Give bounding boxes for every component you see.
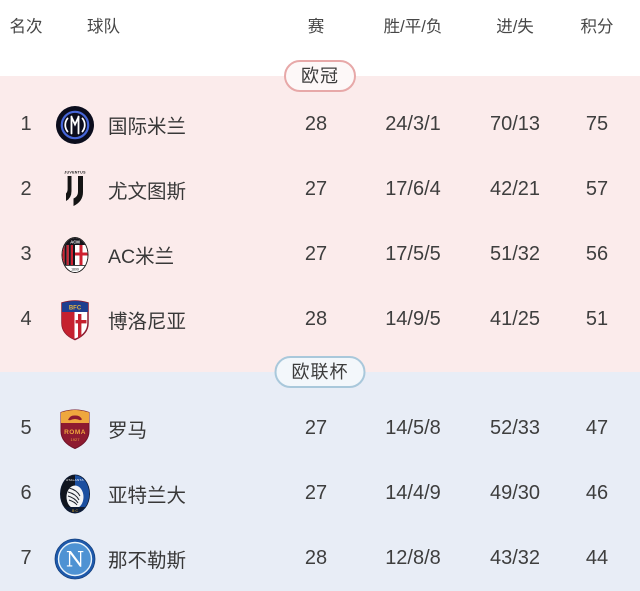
juventus-logo: JUVENTUS bbox=[52, 167, 98, 213]
team-name: 亚特兰大 bbox=[108, 485, 187, 507]
wdl-cell: 12/8/8 bbox=[385, 547, 441, 569]
ac-milan-logo: ACM 1899 bbox=[52, 235, 98, 275]
played-cell: 28 bbox=[304, 547, 328, 569]
goals-cell: 49/30 bbox=[489, 482, 541, 504]
rank-cell: 4 bbox=[20, 308, 32, 330]
played-cell: 28 bbox=[304, 308, 328, 330]
table-row[interactable]: 2 JUVENTUS 尤文图斯 27 17/6/4 42/21 57 bbox=[0, 157, 640, 222]
team-name: 尤文图斯 bbox=[108, 181, 187, 203]
champions-league-section: 欧冠 1 国际米兰 28 24/3/1 70/13 75 2 JUVENTUS 尤文图斯 27 17/… bbox=[0, 60, 640, 372]
svg-text:N: N bbox=[66, 547, 84, 571]
goals-cell: 70/13 bbox=[489, 113, 541, 135]
table-body: 欧冠 1 国际米兰 28 24/3/1 70/13 75 2 JUVENTUS 尤文图斯 27 17/… bbox=[0, 60, 640, 591]
rank-cell: 6 bbox=[20, 482, 32, 504]
rank-cell: 3 bbox=[20, 243, 32, 265]
svg-text:1899: 1899 bbox=[71, 267, 79, 271]
played-cell: 27 bbox=[304, 178, 328, 200]
svg-text:1927: 1927 bbox=[71, 437, 81, 442]
team-name: 博洛尼亚 bbox=[108, 311, 187, 333]
goals-cell: 51/32 bbox=[489, 243, 541, 265]
points-cell: 47 bbox=[585, 417, 609, 439]
team-name: 那不勒斯 bbox=[108, 550, 187, 572]
svg-text:ATALANTA: ATALANTA bbox=[66, 478, 84, 482]
bologna-logo: BFC bbox=[52, 299, 98, 341]
table-row[interactable]: 7 N 那不勒斯 28 12/8/8 43/32 44 bbox=[0, 526, 640, 591]
table-header: 名次 球队 赛 胜/平/负 进/失 积分 bbox=[0, 0, 640, 76]
goals-cell: 52/33 bbox=[489, 417, 541, 439]
inter-milan-logo bbox=[52, 105, 98, 145]
svg-text:BFC: BFC bbox=[69, 305, 82, 311]
col-header-wdl: 胜/平/负 bbox=[383, 18, 443, 36]
played-cell: 27 bbox=[304, 417, 328, 439]
played-cell: 27 bbox=[304, 243, 328, 265]
points-cell: 57 bbox=[585, 178, 609, 200]
svg-text:ROMA: ROMA bbox=[64, 429, 86, 436]
col-header-team: 球队 bbox=[87, 18, 120, 36]
wdl-cell: 14/5/8 bbox=[385, 417, 441, 439]
team-name: AC米兰 bbox=[108, 246, 175, 268]
table-row[interactable]: 6 ATALANTA B·C 亚特兰大 27 14/4/9 49/30 46 bbox=[0, 461, 640, 526]
napoli-logo: N bbox=[52, 538, 98, 580]
col-header-rank: 名次 bbox=[9, 18, 43, 36]
table-row[interactable]: 4 BFC 博洛尼亚 28 14/9/5 41/25 51 bbox=[0, 287, 640, 352]
col-header-played: 赛 bbox=[307, 18, 325, 36]
col-header-points: 积分 bbox=[580, 18, 614, 36]
goals-cell: 43/32 bbox=[489, 547, 541, 569]
points-cell: 56 bbox=[585, 243, 609, 265]
points-cell: 75 bbox=[585, 113, 609, 135]
points-cell: 46 bbox=[585, 482, 609, 504]
col-header-goals: 进/失 bbox=[496, 18, 534, 36]
europa-league-badge: 欧联杯 bbox=[274, 356, 366, 388]
rank-cell: 2 bbox=[20, 178, 32, 200]
table-row[interactable]: 1 国际米兰 28 24/3/1 70/13 75 bbox=[0, 92, 640, 157]
rank-cell: 1 bbox=[20, 113, 32, 135]
wdl-cell: 17/5/5 bbox=[385, 243, 441, 265]
svg-text:ACM: ACM bbox=[70, 239, 80, 244]
table-row[interactable]: 3 ACM 1899 AC米兰 27 17/5/5 51/32 56 bbox=[0, 222, 640, 287]
wdl-cell: 24/3/1 bbox=[385, 113, 441, 135]
atalanta-logo: ATALANTA B·C bbox=[52, 474, 98, 514]
goals-cell: 41/25 bbox=[489, 308, 541, 330]
table-row[interactable]: 5 ROMA 1927 罗马 27 14/5/8 52/33 47 bbox=[0, 396, 640, 461]
team-name: 国际米兰 bbox=[108, 116, 187, 138]
champions-league-badge: 欧冠 bbox=[284, 60, 356, 92]
svg-text:B·C: B·C bbox=[72, 509, 79, 513]
roma-logo: ROMA 1927 bbox=[52, 408, 98, 450]
played-cell: 27 bbox=[304, 482, 328, 504]
wdl-cell: 17/6/4 bbox=[385, 178, 441, 200]
played-cell: 28 bbox=[304, 113, 328, 135]
rank-cell: 7 bbox=[20, 547, 32, 569]
rank-cell: 5 bbox=[20, 417, 32, 439]
wdl-cell: 14/9/5 bbox=[385, 308, 441, 330]
svg-text:JUVENTUS: JUVENTUS bbox=[64, 170, 86, 174]
points-cell: 44 bbox=[585, 547, 609, 569]
points-cell: 51 bbox=[585, 308, 609, 330]
goals-cell: 42/21 bbox=[489, 178, 541, 200]
team-name: 罗马 bbox=[108, 420, 148, 442]
wdl-cell: 14/4/9 bbox=[385, 482, 441, 504]
europa-league-section: 欧联杯 5 ROMA 1927 罗马 27 14/5/8 52/33 47 6 ATALANTA B·… bbox=[0, 356, 640, 591]
